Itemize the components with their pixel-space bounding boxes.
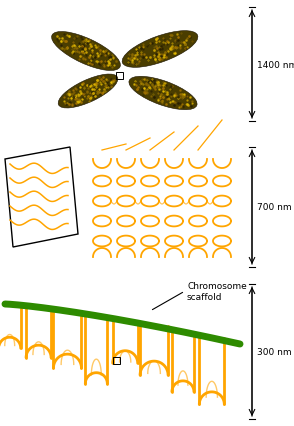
Text: 700 nm: 700 nm xyxy=(257,203,292,212)
Bar xyxy=(116,73,123,80)
Ellipse shape xyxy=(129,77,197,110)
Ellipse shape xyxy=(58,75,118,109)
Text: Chromosome
scaffold: Chromosome scaffold xyxy=(187,282,247,301)
Text: 300 nm: 300 nm xyxy=(257,347,292,356)
Ellipse shape xyxy=(122,32,198,68)
Ellipse shape xyxy=(52,32,121,71)
Text: 1400 nm: 1400 nm xyxy=(257,60,294,69)
Bar xyxy=(113,357,120,364)
